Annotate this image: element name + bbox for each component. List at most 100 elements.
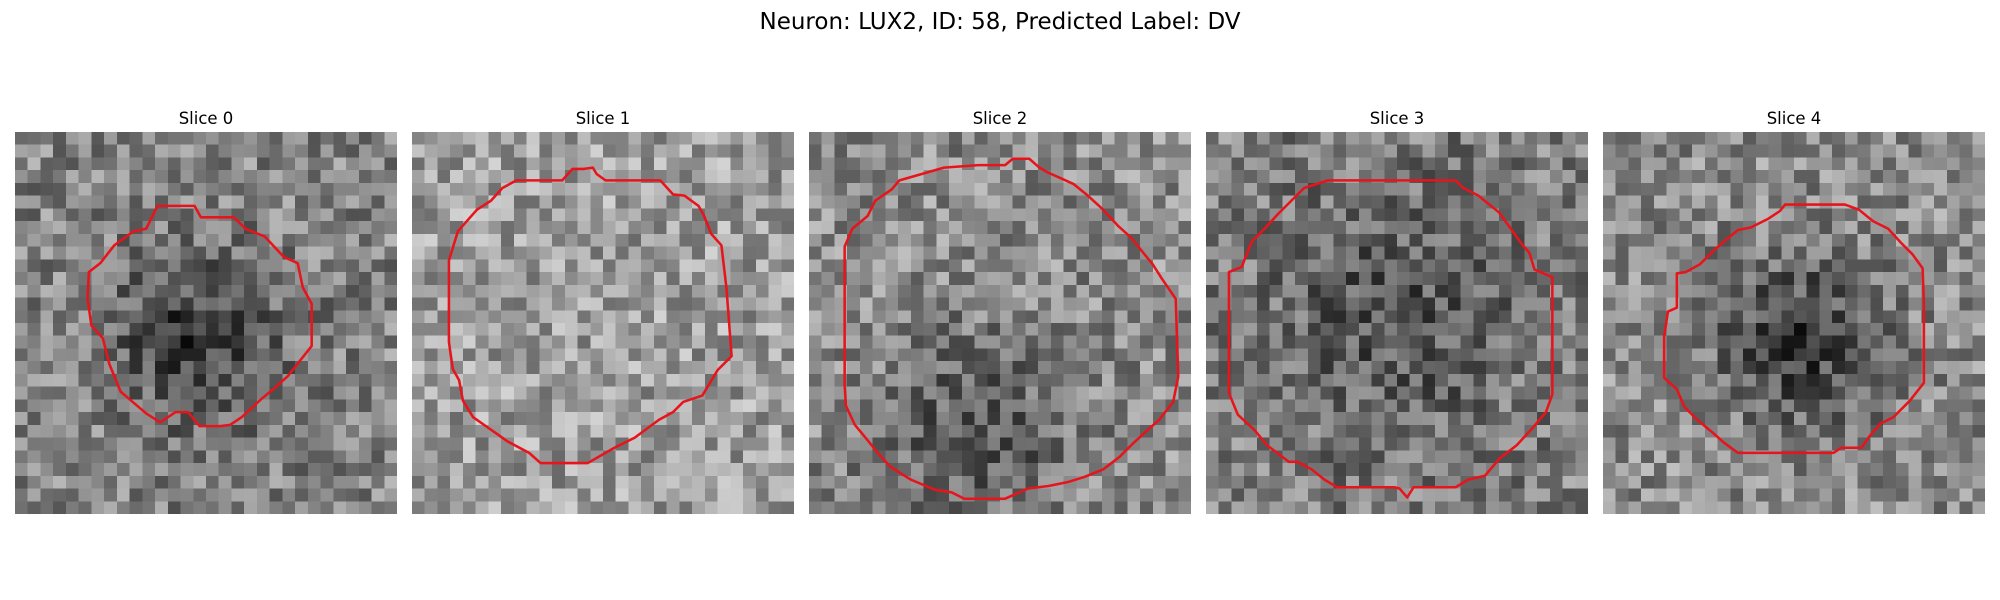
pixel: [526, 412, 540, 426]
pixel: [1934, 182, 1948, 196]
pixel: [1641, 272, 1655, 286]
pixel: [834, 450, 848, 464]
pixel: [91, 386, 105, 400]
pixel: [1333, 284, 1347, 298]
pixel: [653, 208, 667, 222]
pixel: [1384, 386, 1398, 400]
pixel: [27, 170, 41, 184]
pixel: [1603, 259, 1616, 273]
pixel: [1603, 501, 1616, 514]
pixel: [910, 310, 924, 324]
pixel: [1076, 424, 1090, 438]
pixel: [987, 450, 1001, 464]
pixel: [501, 272, 515, 286]
pixel: [1473, 488, 1487, 502]
pixel: [1628, 170, 1642, 184]
pixel: [590, 208, 604, 222]
pixel: [1768, 132, 1782, 145]
pixel: [898, 195, 912, 209]
pixel: [1870, 170, 1884, 184]
pixel: [974, 450, 988, 464]
pixel: [1473, 373, 1487, 387]
pixel: [450, 284, 464, 298]
pixel: [1486, 182, 1500, 196]
pixel: [768, 386, 782, 400]
pixel: [116, 335, 130, 349]
pixel: [1346, 272, 1360, 286]
pixel: [1653, 450, 1667, 464]
pixel: [898, 284, 912, 298]
pixel: [1498, 157, 1512, 171]
pixel: [1768, 246, 1782, 260]
pixel: [501, 386, 515, 400]
pixel: [1895, 373, 1909, 387]
pixel: [552, 310, 566, 324]
pixel: [256, 195, 270, 209]
pixel: [231, 450, 245, 464]
pixel: [513, 335, 527, 349]
pixel: [1870, 399, 1884, 413]
pixel: [1076, 412, 1090, 426]
pixel: [987, 399, 1001, 413]
pixel: [1256, 208, 1270, 222]
pixel: [1384, 424, 1398, 438]
pixel: [898, 348, 912, 362]
pixel: [104, 132, 118, 145]
pixel: [1307, 157, 1321, 171]
pixel: [282, 233, 296, 247]
pixel: [717, 399, 731, 413]
pixel: [27, 221, 41, 235]
pixel: [129, 501, 143, 514]
pixel: [1178, 208, 1191, 222]
pixel: [1819, 361, 1833, 375]
pixel: [526, 284, 540, 298]
pixel: [1692, 463, 1706, 477]
pixel: [282, 310, 296, 324]
pixel: [1282, 348, 1296, 362]
pixel: [488, 412, 502, 426]
pixel: [1628, 272, 1642, 286]
pixel: [1704, 272, 1718, 286]
pixel: [539, 132, 553, 145]
pixel: [1358, 475, 1372, 489]
pixel: [1050, 182, 1064, 196]
pixel: [218, 501, 232, 514]
pixel: [1575, 501, 1588, 514]
pixel: [1704, 437, 1718, 451]
pixel: [513, 233, 527, 247]
pixel: [1152, 195, 1166, 209]
pixel: [730, 323, 744, 336]
pixel: [1012, 246, 1026, 260]
pixel: [269, 361, 283, 375]
pixel: [885, 335, 899, 349]
pixel: [1717, 259, 1731, 273]
pixel: [1307, 272, 1321, 286]
pixel: [1384, 335, 1398, 349]
pixel: [1295, 335, 1309, 349]
pixel: [1959, 475, 1973, 489]
pixel: [488, 463, 502, 477]
pixel: [923, 361, 937, 375]
pixel: [1870, 195, 1884, 209]
pixel: [307, 399, 321, 413]
pixel: [15, 272, 28, 286]
pixel: [488, 488, 502, 502]
pixel: [40, 386, 54, 400]
pixel: [180, 259, 194, 273]
pixel: [1089, 424, 1103, 438]
pixel: [40, 284, 54, 298]
pixel: [1231, 310, 1245, 324]
pixel: [475, 132, 489, 145]
pixel: [1244, 463, 1258, 477]
pixel: [641, 233, 655, 247]
pixel: [526, 297, 540, 311]
pixel: [1615, 399, 1629, 413]
pixel: [1206, 182, 1219, 196]
pixel: [615, 144, 629, 158]
pixel: [1717, 310, 1731, 324]
pixel: [987, 335, 1001, 349]
pixel: [961, 157, 975, 171]
pixel: [1178, 488, 1191, 502]
pixel: [358, 310, 372, 324]
pixel: [1256, 424, 1270, 438]
